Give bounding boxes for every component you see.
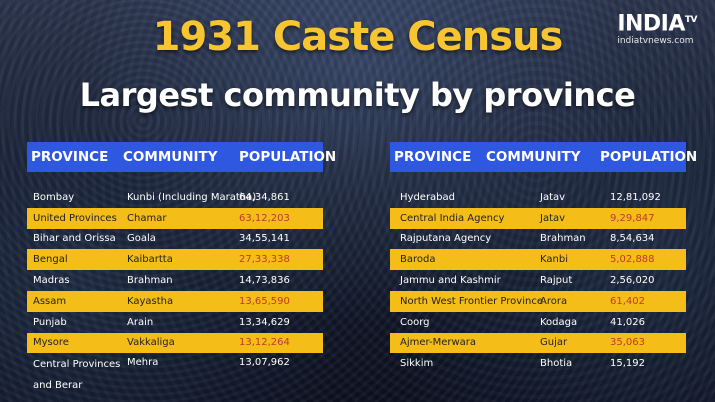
cell-community: Rajput	[540, 275, 573, 287]
table-row: Jammu and Kashmir Rajput 2,56,020	[390, 270, 686, 291]
cell-community: Brahman	[540, 233, 586, 245]
table-row: Ajmer-Merwara Gujar 35,063	[390, 332, 686, 354]
header-community: COMMUNITY	[486, 149, 581, 165]
cell-population: 8,54,634	[610, 233, 655, 245]
header-province: PROVINCE	[394, 149, 472, 165]
header-population: POPULATION	[600, 149, 698, 165]
cell-province: Coorg	[400, 316, 430, 328]
cell-community: Bhotia	[540, 358, 573, 370]
table-header: PROVINCE COMMUNITY POPULATION	[27, 142, 337, 172]
cell-population: 41,026	[610, 316, 645, 328]
cell-population: 13,12,264	[239, 337, 290, 349]
cell-population: 12,81,092	[610, 191, 661, 203]
cell-province: Punjab	[33, 316, 67, 328]
table-row: Punjab Arain 13,34,629	[27, 312, 323, 333]
india-tv-logo: INDIATV indiatvnews.com	[617, 8, 698, 47]
cell-population: 2,56,020	[610, 275, 655, 287]
table-row: Bengal Kaibartta 27,33,338	[27, 249, 323, 271]
cell-community: Arora	[540, 295, 568, 307]
right-census-table: PROVINCE COMMUNITY POPULATION Hyderabad J…	[390, 142, 698, 374]
table-row: Assam Kayastha 13,65,590	[27, 290, 323, 312]
cell-community: Kodaga	[540, 316, 578, 328]
cell-population: 61,402	[610, 295, 645, 307]
cell-province: Ajmer-Merwara	[400, 337, 477, 349]
cell-province: Assam	[33, 295, 67, 307]
cell-population: 27,33,338	[239, 254, 290, 266]
logo-sup: TV	[684, 15, 698, 25]
table-row: North West Frontier Province Arora 61,402	[390, 290, 686, 312]
cell-population: 9,29,847	[610, 212, 655, 224]
cell-population: 14,73,836	[239, 275, 290, 287]
table-body: Bombay Kunbi (Including Maratha) 64,34,861…	[27, 187, 323, 395]
table-row: Bihar and Orissa Goala 34,55,141	[27, 229, 323, 250]
cell-community: Brahman	[127, 275, 173, 287]
cell-community: Mehra	[127, 357, 159, 369]
table-row: Bombay Kunbi (Including Maratha) 64,34,861	[27, 187, 323, 208]
cell-community: Kanbi	[540, 254, 568, 266]
table-row: Central India Agency Jatav 9,29,847	[390, 207, 686, 229]
cell-province: Mysore	[33, 337, 69, 349]
cell-province: Bihar and Orissa	[33, 233, 116, 245]
cell-community: Chamar	[127, 212, 167, 224]
cell-population: 34,55,141	[239, 233, 290, 245]
page-title: 1931 Caste Census	[152, 14, 564, 60]
left-census-table: PROVINCE COMMUNITY POPULATION Bombay Kunb…	[27, 142, 337, 395]
cell-province: Jammu and Kashmir	[400, 275, 501, 287]
header-community: COMMUNITY	[123, 149, 218, 165]
cell-population: 5,02,888	[610, 254, 655, 266]
cell-province: Baroda	[400, 254, 436, 266]
cell-community: Arain	[127, 316, 154, 328]
cell-community: Vakkaliga	[127, 337, 175, 349]
page-subtitle: Largest community by province	[79, 76, 636, 114]
table-row: Rajputana Agency Brahman 8,54,634	[390, 229, 686, 250]
cell-population: 35,063	[610, 337, 645, 349]
table-row: United Provinces Chamar 63,12,203	[27, 207, 323, 229]
table-header: PROVINCE COMMUNITY POPULATION	[390, 142, 698, 172]
cell-community: Kaibartta	[127, 254, 173, 266]
cell-community: Goala	[127, 233, 156, 245]
cell-province: Madras	[33, 275, 70, 287]
cell-community: Jatav	[540, 191, 566, 203]
cell-province: North West Frontier Province	[400, 295, 543, 307]
cell-community: Jatav	[540, 212, 566, 224]
cell-province: Hyderabad	[400, 191, 455, 203]
cell-community: Kunbi (Including Maratha)	[127, 191, 257, 203]
cell-population: 15,192	[610, 358, 645, 370]
table-body: Hyderabad Jatav 12,81,092 Central India Age…	[390, 187, 686, 374]
cell-province: Rajputana Agency	[400, 233, 492, 245]
table-row: Central Provinces and Berar Mehra 13,07,96…	[27, 353, 323, 395]
cell-community: Kayastha	[127, 295, 174, 307]
table-row: Mysore Vakkaliga 13,12,264	[27, 332, 323, 354]
table-row: Baroda Kanbi 5,02,888	[390, 249, 686, 271]
cell-population: 13,65,590	[239, 295, 290, 307]
cell-population: 63,12,203	[239, 212, 290, 224]
cell-population: 13,07,962	[239, 357, 290, 369]
cell-province: Bombay	[33, 191, 75, 203]
table-row: Madras Brahman 14,73,836	[27, 270, 323, 291]
cell-province: Central Provinces and Berar	[33, 359, 121, 392]
table-row: Hyderabad Jatav 12,81,092	[390, 187, 686, 208]
cell-community: Gujar	[540, 337, 568, 349]
cell-population: 13,34,629	[239, 316, 290, 328]
logo-name: INDIA	[617, 11, 685, 37]
table-row: Coorg Kodaga 41,026	[390, 312, 686, 333]
cell-population: 64,34,861	[239, 191, 290, 203]
cell-province: Sikkim	[400, 358, 434, 370]
header-province: PROVINCE	[31, 149, 109, 165]
cell-province: Central India Agency	[400, 212, 505, 224]
header-population: POPULATION	[239, 149, 337, 165]
cell-province: United Provinces	[33, 212, 117, 224]
logo-url: indiatvnews.com	[617, 36, 694, 47]
cell-province: Bengal	[33, 254, 68, 266]
table-row: Sikkim Bhotia 15,192	[390, 353, 686, 374]
